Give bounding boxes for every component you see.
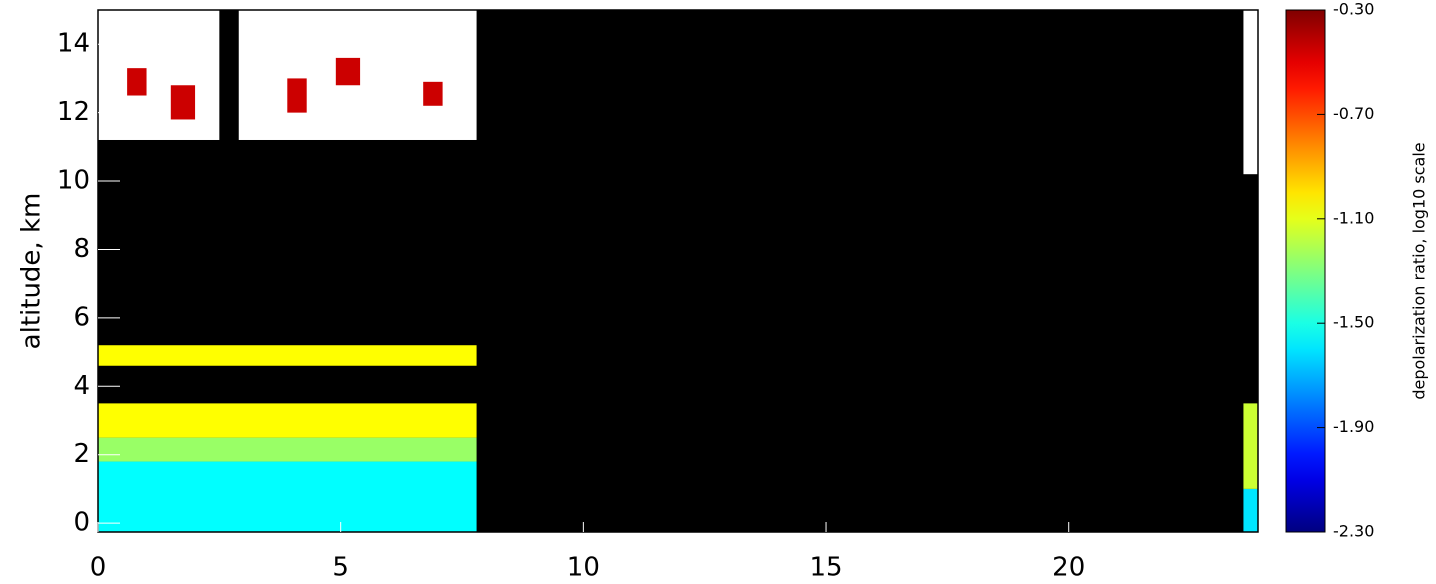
colorbar-tick-label: -1.90 [1333,417,1374,436]
plot-frame [97,9,1259,533]
colorbar-tick-label: -0.70 [1333,104,1374,123]
y-tick-label: 14 [57,29,90,59]
x-tick-label: 10 [567,553,600,583]
y-tick-label: 8 [73,234,90,264]
colorbar [1285,9,1326,533]
y-tick-label: 12 [57,97,90,127]
heatmap-cell [98,403,477,438]
colorbar-tick-label: -0.30 [1333,0,1374,19]
x-tick-label: 5 [332,553,349,583]
heatmap-cell [170,85,196,120]
heatmap-cell [98,10,220,140]
y-axis-label: altitude, km [17,193,47,350]
colorbar-label: depolarization ratio, log10 scale [1410,142,1429,399]
colorbar-tick-label: -1.10 [1333,208,1374,227]
heatmap-cell [423,81,443,106]
y-tick-label: 2 [73,439,90,469]
heatmap-cell [335,57,361,86]
colorbar-tick-label: -2.30 [1333,522,1374,541]
colorbar-tick-label: -1.50 [1333,313,1374,332]
y-tick-label: 10 [57,166,90,196]
x-tick-label: 20 [1052,553,1085,583]
y-tick-label: 4 [73,371,90,401]
heatmap-cell [98,437,477,462]
heatmap-cell [1243,10,1258,175]
heatmap-cell [1243,403,1258,489]
heatmap-cell [1243,488,1258,532]
heatmap-cell [98,461,477,532]
x-tick-label: 15 [809,553,842,583]
heatmap-cell [127,68,147,96]
y-tick-label: 0 [73,508,90,538]
x-tick-label: 0 [90,553,107,583]
heatmap-cell [287,78,307,113]
heatmap-cell [98,345,477,366]
y-tick-label: 6 [73,302,90,332]
